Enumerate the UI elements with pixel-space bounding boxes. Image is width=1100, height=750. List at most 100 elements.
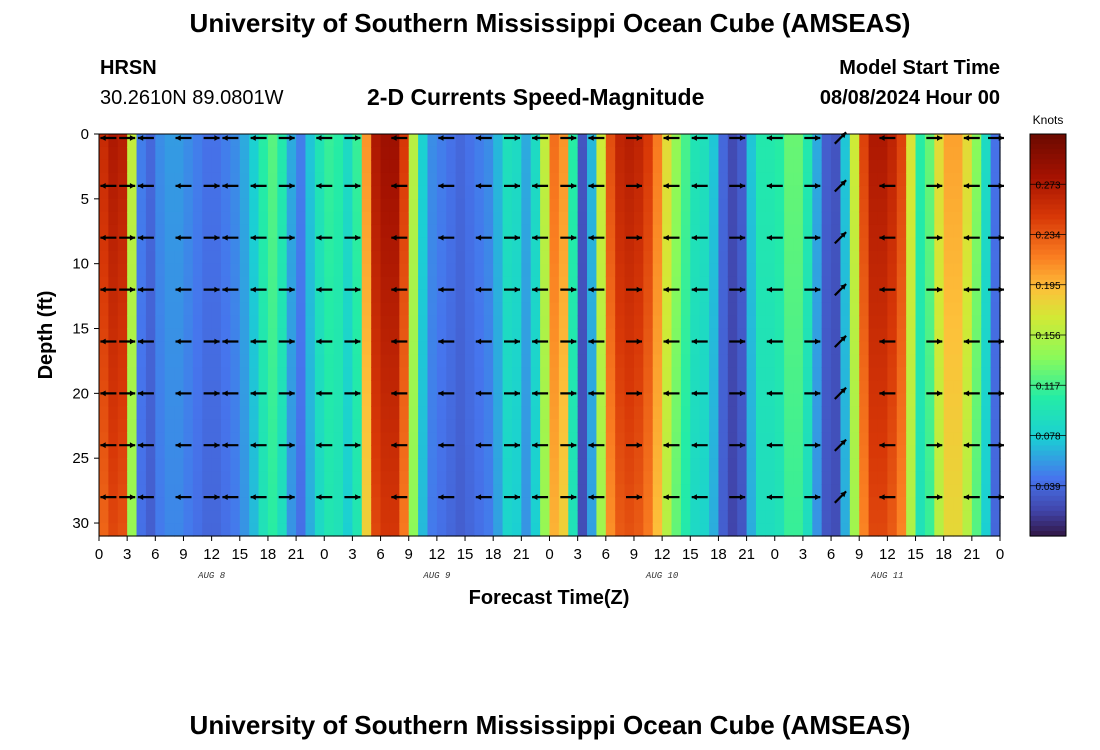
heatmap-cell bbox=[924, 367, 935, 381]
arrow-head bbox=[316, 390, 322, 397]
heatmap-cell bbox=[568, 198, 579, 213]
heatmap-cell bbox=[258, 289, 269, 304]
heatmap-cell bbox=[868, 134, 879, 148]
heatmap-cell bbox=[784, 302, 795, 317]
heatmap-cell bbox=[737, 341, 748, 356]
heatmap-cell bbox=[192, 224, 203, 239]
heatmap-cell bbox=[577, 134, 588, 148]
heatmap-cell bbox=[755, 315, 766, 330]
heatmap-cell bbox=[690, 146, 701, 161]
heatmap-cell bbox=[267, 198, 278, 213]
heatmap-cell bbox=[249, 224, 260, 239]
current-arrow bbox=[504, 338, 520, 345]
heatmap-cell bbox=[530, 510, 541, 524]
current-arrow bbox=[532, 442, 549, 449]
current-arrow bbox=[532, 390, 549, 397]
current-arrow bbox=[475, 494, 492, 500]
heatmap-cell bbox=[709, 134, 720, 148]
heatmap-cell bbox=[990, 367, 1001, 381]
arrow-head bbox=[129, 494, 136, 500]
heatmap-cell bbox=[436, 484, 447, 498]
heatmap-cell bbox=[474, 471, 485, 485]
heatmap-cell bbox=[690, 419, 701, 433]
heatmap-cell bbox=[605, 276, 616, 291]
heatmap-cell bbox=[699, 406, 710, 420]
heatmap-cell bbox=[849, 315, 860, 330]
heatmap-cell bbox=[455, 146, 466, 161]
heatmap-cell bbox=[446, 159, 457, 174]
heatmap-cell bbox=[343, 458, 354, 472]
heatmap-cell bbox=[821, 224, 832, 239]
heatmap-cell bbox=[896, 134, 907, 148]
heatmap-cell bbox=[549, 289, 560, 304]
heatmap-cell bbox=[465, 432, 476, 446]
heatmap-cell bbox=[709, 276, 720, 291]
heatmap-cell bbox=[784, 224, 795, 239]
heatmap-cell bbox=[164, 237, 175, 252]
heatmap-cell bbox=[530, 146, 541, 161]
current-arrow bbox=[137, 494, 154, 500]
heatmap-cell bbox=[361, 172, 372, 187]
heatmap-cell bbox=[887, 497, 898, 511]
heatmap-cell bbox=[145, 224, 156, 239]
heatmap-cell bbox=[727, 302, 738, 317]
heatmap-cell bbox=[192, 172, 203, 187]
heatmap-cell bbox=[258, 315, 269, 330]
heatmap-cell bbox=[924, 185, 935, 200]
heatmap-cell bbox=[662, 432, 673, 446]
heatmap-cell bbox=[680, 276, 691, 291]
heatmap-cell bbox=[127, 341, 138, 356]
heatmap-cell bbox=[436, 237, 447, 252]
heatmap-cell bbox=[108, 354, 119, 369]
heatmap-cell bbox=[784, 354, 795, 369]
heatmap-cell bbox=[324, 419, 335, 433]
heatmap-cell bbox=[164, 172, 175, 187]
heatmap-cell bbox=[577, 354, 588, 369]
heatmap-cell bbox=[333, 172, 344, 187]
heatmap-cell bbox=[108, 237, 119, 252]
heatmap-cell bbox=[558, 315, 569, 330]
heatmap-cell bbox=[164, 134, 175, 148]
heatmap-cell bbox=[615, 510, 626, 524]
heatmap-cell bbox=[427, 159, 438, 174]
heatmap-cell bbox=[558, 185, 569, 200]
heatmap-cell bbox=[230, 328, 241, 343]
heatmap-cell bbox=[258, 172, 269, 187]
heatmap-cell bbox=[737, 380, 748, 394]
heatmap-cell bbox=[784, 367, 795, 381]
heatmap-cell bbox=[587, 224, 598, 239]
heatmap-cell bbox=[831, 406, 842, 420]
x-tick-label: 6 bbox=[827, 546, 835, 563]
current-arrow bbox=[926, 390, 943, 397]
heatmap-cell bbox=[164, 393, 175, 407]
heatmap-cell bbox=[924, 484, 935, 498]
heatmap-cell bbox=[990, 263, 1001, 278]
heatmap-cell bbox=[502, 263, 513, 278]
heatmap-cell bbox=[221, 367, 231, 381]
heatmap-cell bbox=[840, 471, 851, 485]
heatmap-cell bbox=[286, 224, 297, 239]
heatmap-cell bbox=[596, 289, 607, 304]
heatmap-cell bbox=[455, 458, 466, 472]
heatmap-cell bbox=[145, 380, 156, 394]
heatmap-cell bbox=[192, 354, 203, 369]
heatmap-cell bbox=[596, 510, 607, 524]
heatmap-cell bbox=[352, 328, 363, 343]
heatmap-cell bbox=[455, 315, 466, 330]
heatmap-cell bbox=[558, 302, 569, 317]
heatmap-cell bbox=[155, 315, 166, 330]
arrow-head bbox=[588, 135, 594, 141]
heatmap-cell bbox=[258, 471, 269, 485]
heatmap-cell bbox=[558, 159, 569, 174]
heatmap-cell bbox=[868, 237, 879, 252]
heatmap-cell bbox=[136, 185, 147, 200]
heatmap-cell bbox=[296, 198, 307, 213]
heatmap-cell bbox=[953, 510, 964, 524]
heatmap-cell bbox=[361, 289, 372, 304]
heatmap-cell bbox=[662, 510, 673, 524]
heatmap-cell bbox=[718, 159, 729, 174]
heatmap-cell bbox=[155, 276, 166, 291]
arrow-head bbox=[175, 286, 181, 293]
heatmap-cell bbox=[446, 393, 457, 407]
